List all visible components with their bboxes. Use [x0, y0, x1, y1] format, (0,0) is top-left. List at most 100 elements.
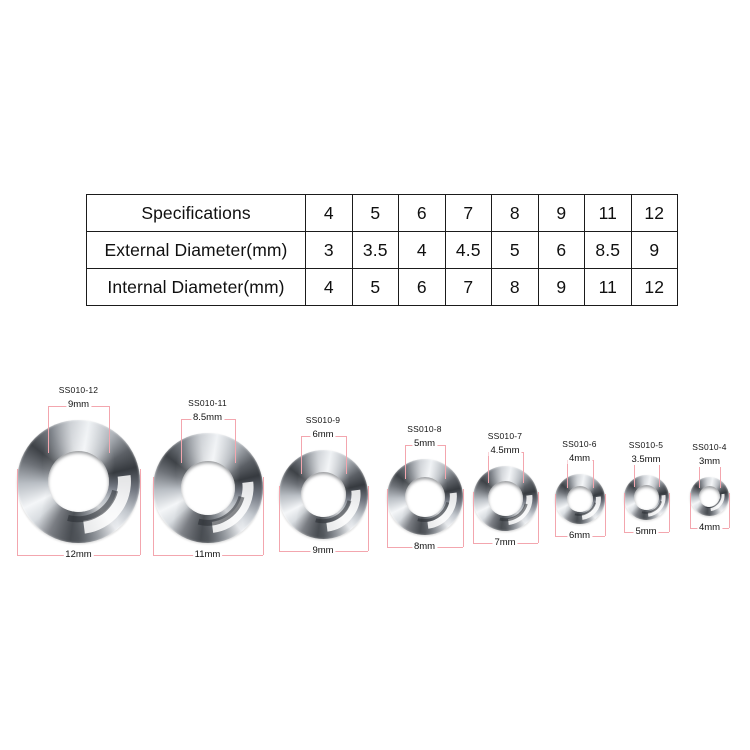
table-cell: 12	[630, 194, 678, 232]
table-cell: 9	[630, 231, 678, 269]
inner-dimension-tick	[633, 461, 635, 487]
table-cell: 8	[491, 268, 539, 306]
table-row: Specifications 4 5 6 7 8 9 11 12	[86, 194, 678, 232]
inner-dimension-tick	[658, 461, 660, 487]
inner-dimension-tick	[487, 452, 489, 483]
table-cell: 5	[351, 194, 399, 232]
row-header-specifications: Specifications	[86, 194, 306, 232]
outer-dimension-tick	[278, 485, 280, 551]
split-ring-illustration	[270, 441, 376, 547]
inner-dimension-tick	[404, 445, 406, 479]
table-cell: 8	[491, 194, 539, 232]
outer-dimension-tick	[537, 492, 539, 543]
table-cell: 4.5	[444, 231, 492, 269]
outer-diameter-label: 5mm	[633, 526, 659, 537]
table-cell: 7	[444, 268, 492, 306]
table-cell: 6	[537, 231, 585, 269]
ring-item-ss010-9: 6mm 9mm SS010-9	[270, 415, 376, 556]
ring-inner-hole	[699, 486, 720, 507]
inner-diameter-label: 8.5mm	[190, 412, 225, 423]
outer-diameter-label: 6mm	[566, 530, 593, 541]
outer-dimension-tick	[668, 493, 670, 532]
inner-diameter-label: 6mm	[310, 429, 336, 440]
inner-dimension-tick	[300, 436, 302, 474]
ring-code-label: SS010-7	[487, 431, 523, 441]
outer-diameter-label: 7mm	[492, 537, 518, 548]
outer-dimension-tick	[386, 489, 388, 547]
inner-diameter-label: 4.5mm	[488, 445, 522, 456]
ring-code-label: SS010-12	[58, 385, 99, 395]
ring-code-label: SS010-5	[628, 440, 664, 450]
split-ring-illustration	[378, 450, 470, 542]
outer-diameter-label: 8mm	[411, 541, 438, 552]
table-cell: 7	[444, 194, 492, 232]
ring-code-label: SS010-6	[562, 439, 597, 449]
outer-dimension-tick	[554, 494, 556, 536]
inner-dimension-tick	[566, 460, 568, 488]
ring-inner-hole	[633, 485, 659, 510]
table-cell: 9	[537, 194, 585, 232]
ring-item-ss010-7: 4.5mm 7mm SS010-7	[466, 431, 543, 548]
row-header-internal-diameter: Internal Diameter(mm)	[86, 268, 306, 306]
inner-diameter-label: 4mm	[566, 453, 593, 464]
outer-dimension-tick	[140, 469, 141, 555]
outer-diameter-label: 9mm	[310, 545, 336, 556]
outer-diameter-label: 11mm	[192, 549, 223, 560]
table-cell: 6	[398, 268, 446, 306]
inner-dimension-tick	[48, 406, 49, 453]
table-cell: 11	[584, 268, 632, 306]
outer-dimension-tick	[729, 492, 730, 528]
ring-inner-hole	[180, 461, 235, 515]
inner-diameter-label: 3.5mm	[629, 454, 663, 465]
outer-diameter-label: 4mm	[696, 522, 723, 533]
outer-dimension-tick	[690, 492, 691, 528]
inner-dimension-tick	[109, 406, 110, 453]
table-cell: 11	[584, 194, 632, 232]
table-cell: 3	[305, 231, 353, 269]
ring-code-label: SS010-8	[407, 424, 442, 434]
specifications-table-container: Specifications 4 5 6 7 8 9 11 12 Externa…	[86, 194, 678, 306]
table-cell: 9	[537, 268, 585, 306]
outer-diameter-label: 12mm	[63, 549, 94, 560]
split-ring-illustration	[141, 422, 272, 553]
specifications-table: Specifications 4 5 6 7 8 9 11 12 Externa…	[86, 194, 678, 306]
inner-dimension-tick	[522, 452, 524, 483]
outer-dimension-tick	[367, 485, 369, 551]
inner-dimension-tick	[720, 463, 721, 488]
outer-dimension-tick	[604, 494, 606, 536]
inner-dimension-tick	[699, 463, 700, 488]
inner-diameter-label: 5mm	[411, 438, 438, 449]
ring-item-ss010-4: 3mm 4mm SS010-4	[686, 442, 731, 533]
ring-item-ss010-8: 5mm 8mm SS010-8	[378, 424, 470, 552]
inner-dimension-tick	[345, 436, 347, 474]
outer-dimension-tick	[152, 477, 154, 555]
ring-code-label: SS010-9	[305, 415, 341, 425]
row-header-external-diameter: External Diameter(mm)	[86, 231, 306, 269]
table-cell: 4	[398, 231, 446, 269]
table-cell: 12	[630, 268, 678, 306]
inner-dimension-tick	[444, 445, 446, 479]
table-cell: 8.5	[584, 231, 632, 269]
split-ring-illustration	[686, 473, 731, 518]
table-cell: 5	[351, 268, 399, 306]
ring-inner-hole	[566, 486, 593, 512]
ring-size-diagram: 9mm 12mm SS010-12 8.5mm 11mm SS010-11 6mm 9mm SS…	[0, 370, 750, 565]
table-cell: 6	[398, 194, 446, 232]
ring-inner-hole	[48, 451, 109, 512]
split-ring-illustration	[466, 460, 543, 537]
outer-dimension-tick	[462, 489, 464, 547]
split-ring-illustration	[550, 469, 609, 529]
split-ring-illustration	[4, 407, 153, 556]
ring-inner-hole	[487, 481, 523, 516]
ring-item-ss010-6: 4mm 6mm SS010-6	[550, 439, 609, 541]
table-cell: 5	[491, 231, 539, 269]
table-cell: 4	[305, 194, 353, 232]
outer-dimension-tick	[17, 469, 18, 555]
split-ring-illustration	[618, 470, 673, 525]
inner-diameter-label: 9mm	[65, 399, 92, 410]
inner-dimension-tick	[234, 419, 236, 463]
table-row: Internal Diameter(mm) 4 5 6 7 8 9 11 12	[86, 268, 678, 306]
table-row: External Diameter(mm) 3 3.5 4 4.5 5 6 8.…	[86, 231, 678, 269]
ring-inner-hole	[404, 477, 445, 517]
outer-dimension-tick	[262, 477, 264, 555]
